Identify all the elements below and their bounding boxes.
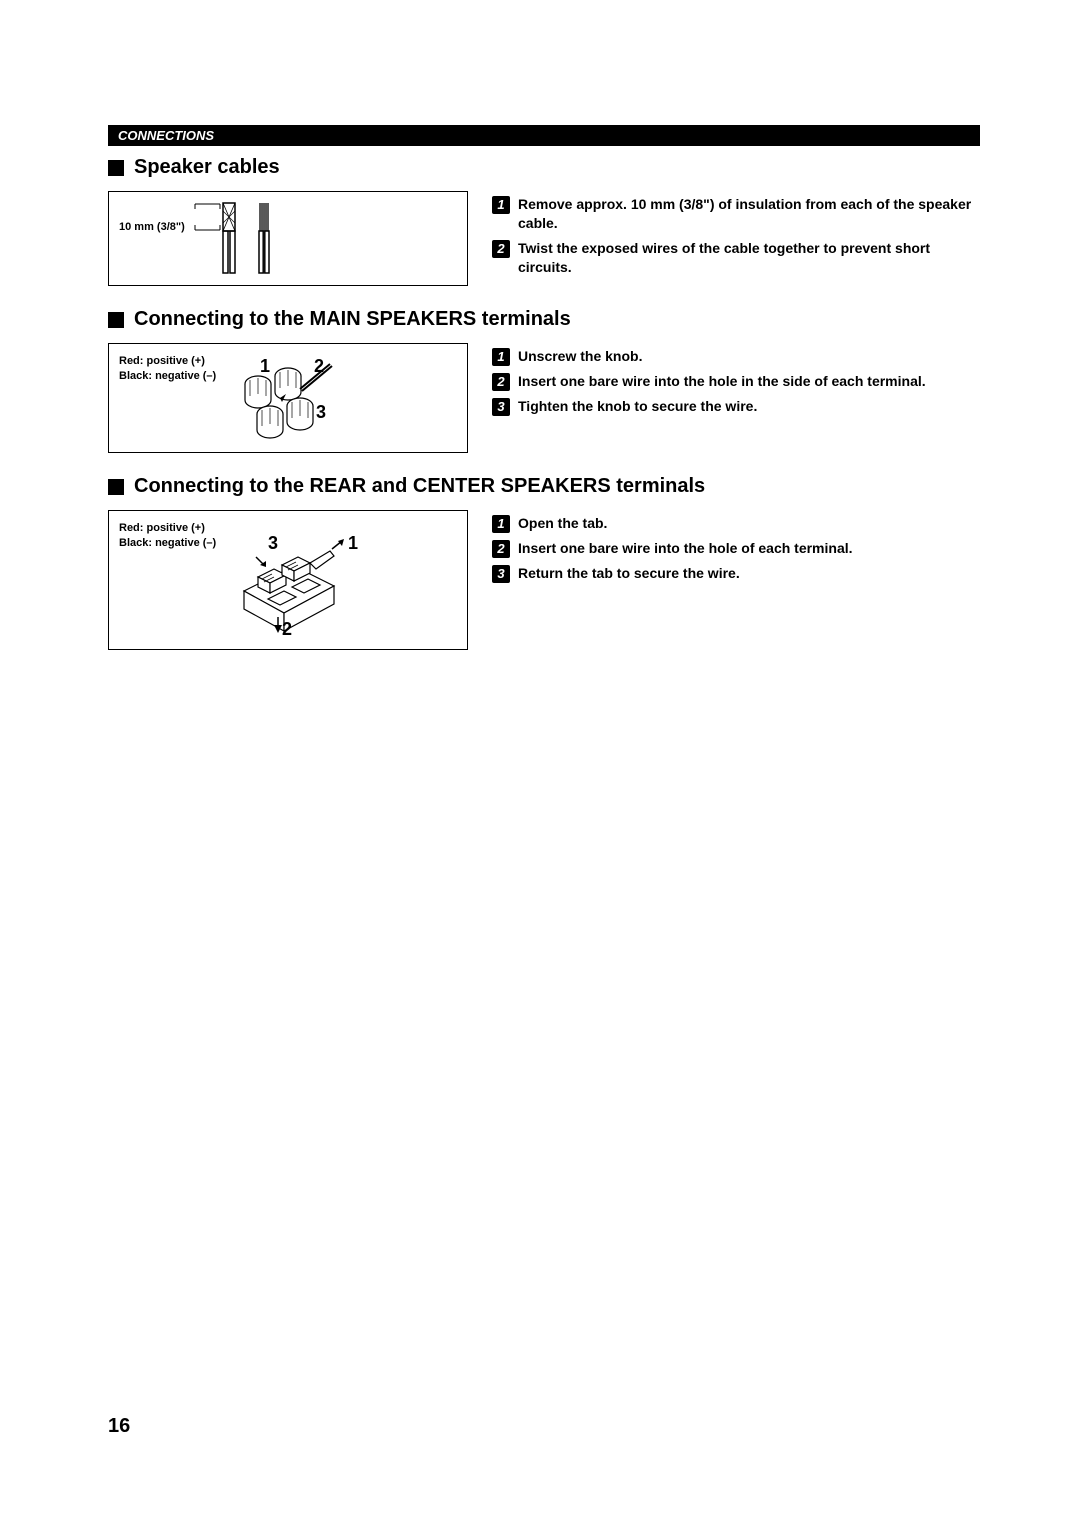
square-bullet-icon <box>108 160 124 176</box>
page-number: 16 <box>108 1415 130 1438</box>
main-terminal-diagram-icon: 1 2 3 <box>230 354 360 444</box>
step-number-icon: 2 <box>492 373 510 391</box>
rear-terminal-diagram-icon: 1 2 3 <box>224 521 374 641</box>
caption-line: Red: positive (+) <box>119 522 205 534</box>
section-title-text: Speaker cables <box>134 156 280 179</box>
step-text: Insert one bare wire into the hole in th… <box>518 372 926 391</box>
step-text: Unscrew the knob. <box>518 347 642 366</box>
diagram-label: 10 mm (3/8") <box>119 221 185 233</box>
step-item: 1 Remove approx. 10 mm (3/8") of insulat… <box>492 195 980 233</box>
section-title: Connecting to the REAR and CENTER SPEAKE… <box>108 475 980 498</box>
diagram-step-label: 3 <box>316 402 326 422</box>
section-title-text: Connecting to the REAR and CENTER SPEAKE… <box>134 475 705 498</box>
step-item: 3 Tighten the knob to secure the wire. <box>492 397 980 416</box>
diagram-step-label: 2 <box>314 356 324 376</box>
step-text: Twist the exposed wires of the cable tog… <box>518 239 980 277</box>
step-text: Open the tab. <box>518 514 607 533</box>
step-item: 3 Return the tab to secure the wire. <box>492 564 980 583</box>
diagram-step-label: 1 <box>260 356 270 376</box>
step-item: 1 Open the tab. <box>492 514 980 533</box>
content-row: Red: positive (+) Black: negative (–) <box>108 510 980 650</box>
step-item: 1 Unscrew the knob. <box>492 347 980 366</box>
step-number-icon: 2 <box>492 240 510 258</box>
step-text: Tighten the knob to secure the wire. <box>518 397 757 416</box>
step-text: Return the tab to secure the wire. <box>518 564 740 583</box>
section-header-text: CONNECTIONS <box>118 128 214 143</box>
step-number-icon: 3 <box>492 398 510 416</box>
step-text: Remove approx. 10 mm (3/8") of insulatio… <box>518 195 980 233</box>
step-number-icon: 2 <box>492 540 510 558</box>
instructions: 1 Remove approx. 10 mm (3/8") of insulat… <box>492 191 980 286</box>
content-row: 10 mm (3/8") <box>108 191 980 286</box>
instructions: 1 Open the tab. 2 Insert one bare wire i… <box>492 510 980 650</box>
diagram-caption: Red: positive (+) Black: negative (–) <box>119 354 216 384</box>
square-bullet-icon <box>108 312 124 328</box>
step-item: 2 Insert one bare wire into the hole in … <box>492 372 980 391</box>
step-item: 2 Insert one bare wire into the hole of … <box>492 539 980 558</box>
caption-line: Black: negative (–) <box>119 370 216 382</box>
diagram-step-label: 1 <box>348 533 358 553</box>
step-number-icon: 1 <box>492 196 510 214</box>
diagram-step-label: 2 <box>282 619 292 639</box>
section-title: Speaker cables <box>108 156 980 179</box>
step-number-icon: 1 <box>492 515 510 533</box>
speaker-cable-diagram-icon <box>193 201 313 276</box>
instructions: 1 Unscrew the knob. 2 Insert one bare wi… <box>492 343 980 453</box>
section-header-bar: CONNECTIONS <box>108 125 980 146</box>
diagram-caption: Red: positive (+) Black: negative (–) <box>119 521 216 551</box>
caption-line: Red: positive (+) <box>119 355 205 367</box>
section-title: Connecting to the MAIN SPEAKERS terminal… <box>108 308 980 331</box>
manual-page: CONNECTIONS Speaker cables 10 mm (3/8") <box>0 0 1080 694</box>
diagram-step-label: 3 <box>268 533 278 553</box>
section-title-text: Connecting to the MAIN SPEAKERS terminal… <box>134 308 571 331</box>
step-number-icon: 3 <box>492 565 510 583</box>
square-bullet-icon <box>108 479 124 495</box>
caption-line: Black: negative (–) <box>119 537 216 549</box>
step-number-icon: 1 <box>492 348 510 366</box>
content-row: Red: positive (+) Black: negative (–) <box>108 343 980 453</box>
step-text: Insert one bare wire into the hole of ea… <box>518 539 853 558</box>
step-item: 2 Twist the exposed wires of the cable t… <box>492 239 980 277</box>
diagram-box: Red: positive (+) Black: negative (–) <box>108 343 468 453</box>
diagram-box: Red: positive (+) Black: negative (–) <box>108 510 468 650</box>
diagram-box: 10 mm (3/8") <box>108 191 468 286</box>
